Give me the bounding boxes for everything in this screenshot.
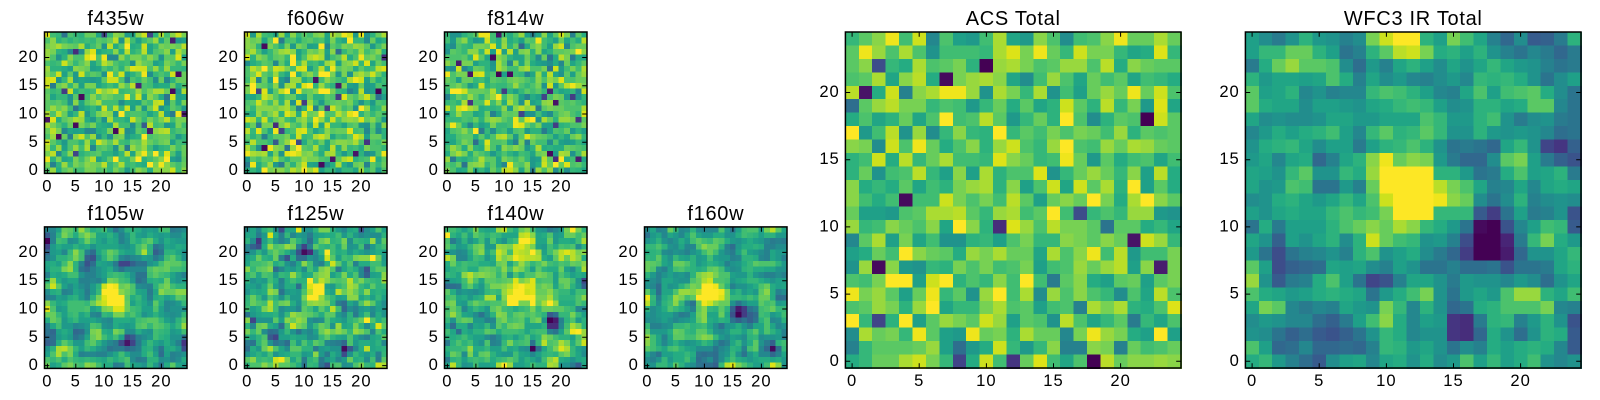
svg-text:20: 20 xyxy=(551,371,571,390)
svg-text:10: 10 xyxy=(418,299,438,318)
svg-text:5: 5 xyxy=(429,327,439,346)
svg-text:5: 5 xyxy=(271,371,281,390)
svg-text:0: 0 xyxy=(242,371,252,390)
svg-text:20: 20 xyxy=(18,242,38,261)
svg-text:f125w: f125w xyxy=(287,203,344,225)
svg-text:5: 5 xyxy=(671,371,681,390)
svg-text:10: 10 xyxy=(494,371,514,390)
svg-text:0: 0 xyxy=(42,176,52,195)
svg-text:20: 20 xyxy=(751,371,771,390)
svg-text:f435w: f435w xyxy=(87,8,144,30)
svg-text:0: 0 xyxy=(229,355,239,374)
svg-text:5: 5 xyxy=(71,176,81,195)
svg-text:15: 15 xyxy=(218,270,238,289)
svg-text:5: 5 xyxy=(71,371,81,390)
svg-text:5: 5 xyxy=(271,176,281,195)
svg-text:20: 20 xyxy=(618,242,638,261)
svg-text:20: 20 xyxy=(151,371,171,390)
svg-text:5: 5 xyxy=(471,176,481,195)
svg-text:20: 20 xyxy=(351,371,371,390)
svg-text:15: 15 xyxy=(618,270,638,289)
svg-text:10: 10 xyxy=(18,104,38,123)
svg-text:15: 15 xyxy=(523,176,543,195)
svg-text:0: 0 xyxy=(29,355,39,374)
svg-text:15: 15 xyxy=(418,75,438,94)
svg-text:15: 15 xyxy=(418,270,438,289)
svg-text:10: 10 xyxy=(94,176,114,195)
svg-text:20: 20 xyxy=(351,176,371,195)
svg-text:10: 10 xyxy=(494,176,514,195)
svg-text:15: 15 xyxy=(323,371,343,390)
svg-text:15: 15 xyxy=(18,270,38,289)
svg-text:f140w: f140w xyxy=(487,203,544,225)
svg-text:20: 20 xyxy=(551,176,571,195)
svg-text:f160w: f160w xyxy=(687,203,744,225)
svg-text:5: 5 xyxy=(229,132,239,151)
svg-text:15: 15 xyxy=(723,371,743,390)
svg-text:20: 20 xyxy=(218,47,238,66)
svg-text:15: 15 xyxy=(123,371,143,390)
svg-text:15: 15 xyxy=(323,176,343,195)
svg-text:5: 5 xyxy=(629,327,639,346)
svg-text:0: 0 xyxy=(429,160,439,179)
svg-text:10: 10 xyxy=(94,371,114,390)
svg-text:10: 10 xyxy=(218,104,238,123)
svg-text:5: 5 xyxy=(29,132,39,151)
svg-text:15: 15 xyxy=(523,371,543,390)
svg-text:5: 5 xyxy=(229,327,239,346)
svg-text:10: 10 xyxy=(294,371,314,390)
svg-text:f814w: f814w xyxy=(487,8,544,30)
svg-text:10: 10 xyxy=(418,104,438,123)
svg-text:20: 20 xyxy=(18,47,38,66)
svg-text:10: 10 xyxy=(618,299,638,318)
svg-text:0: 0 xyxy=(442,371,452,390)
svg-text:10: 10 xyxy=(694,371,714,390)
svg-text:0: 0 xyxy=(29,160,39,179)
svg-text:0: 0 xyxy=(242,176,252,195)
svg-text:10: 10 xyxy=(18,299,38,318)
svg-text:5: 5 xyxy=(471,371,481,390)
svg-text:0: 0 xyxy=(642,371,652,390)
svg-text:f606w: f606w xyxy=(287,8,344,30)
svg-text:0: 0 xyxy=(629,355,639,374)
svg-text:15: 15 xyxy=(123,176,143,195)
svg-text:f105w: f105w xyxy=(87,203,144,225)
svg-text:10: 10 xyxy=(294,176,314,195)
svg-text:15: 15 xyxy=(218,75,238,94)
svg-text:20: 20 xyxy=(218,242,238,261)
svg-text:0: 0 xyxy=(42,371,52,390)
svg-text:15: 15 xyxy=(18,75,38,94)
svg-text:0: 0 xyxy=(429,355,439,374)
svg-text:20: 20 xyxy=(418,242,438,261)
svg-text:5: 5 xyxy=(29,327,39,346)
svg-text:5: 5 xyxy=(429,132,439,151)
svg-text:0: 0 xyxy=(229,160,239,179)
svg-text:20: 20 xyxy=(151,176,171,195)
svg-text:20: 20 xyxy=(418,47,438,66)
svg-text:10: 10 xyxy=(218,299,238,318)
svg-text:0: 0 xyxy=(442,176,452,195)
